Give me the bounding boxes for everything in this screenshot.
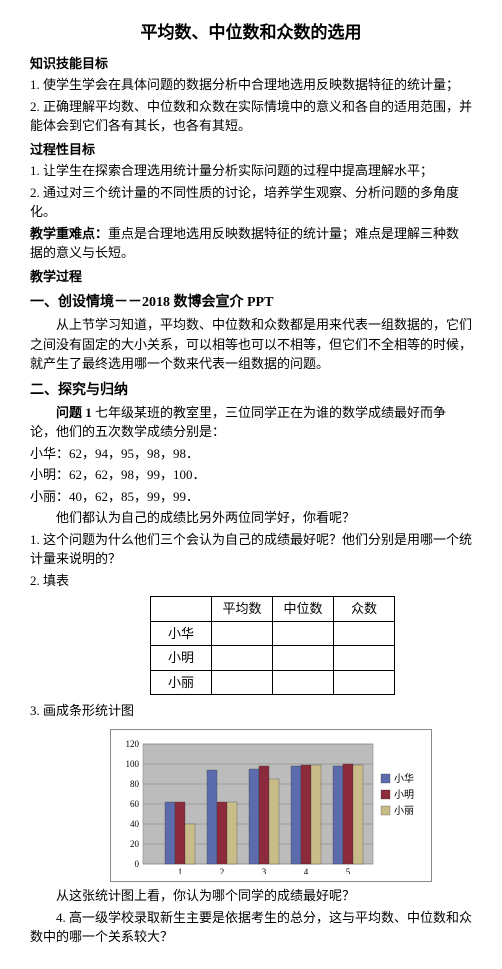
svg-text:5: 5	[346, 867, 351, 874]
table-row: 小丽	[151, 670, 395, 695]
svg-text:0: 0	[135, 859, 140, 869]
th-blank	[151, 597, 212, 622]
table-row: 小明	[151, 646, 395, 671]
gp-line2: 2. 通过对三个统计量的不同性质的讨论，培养学生观察、分析问题的多角度化。	[30, 183, 472, 222]
q1-text: 七年级某班的教室里，三位同学正在为谁的数学成绩最好而争论，他们的五次数学成绩分别…	[30, 405, 446, 440]
item3: 3. 画成条形统计图	[30, 701, 472, 721]
svg-text:1: 1	[178, 867, 183, 874]
gp-line1: 1. 让学生在探索合理选用统计量分析实际问题的过程中提高理解水平；	[30, 161, 472, 181]
th-mode: 众数	[334, 597, 395, 622]
th-mean: 平均数	[212, 597, 273, 622]
heading-situation: 一、创设情境－－2018 数博会宣介 PPT	[30, 292, 472, 313]
svg-text:3: 3	[262, 867, 267, 874]
svg-text:80: 80	[130, 779, 140, 789]
q1-label: 问题 1	[56, 405, 92, 420]
table-header-row: 平均数 中位数 众数	[151, 597, 395, 622]
kt-line1: 1. 使学生学会在具体问题的数据分析中合理地选用反映数据特征的统计量；	[30, 75, 472, 95]
svg-text:20: 20	[130, 839, 140, 849]
question4: 4. 高一级学校录取新生主要是依据考生的总分，这与平均数、中位数和众数中的哪一个…	[30, 908, 472, 947]
svg-text:小华: 小华	[394, 772, 414, 785]
item2: 2. 填表	[30, 571, 472, 591]
heading-keypoint: 教学重难点：重点是合理地选用反映数据特征的统计量；难点是理解三种数据的意义与长短…	[30, 224, 472, 263]
stats-table: 平均数 中位数 众数 小华 小明 小丽	[150, 596, 395, 695]
item1: 1. 这个问题为什么他们三个会认为自己的成绩最好呢？他们分别是用哪一个统计量来说…	[30, 530, 472, 569]
svg-text:120: 120	[126, 739, 140, 749]
keypoint-label: 教学重难点：	[30, 226, 108, 241]
heading-knowledge: 知识技能目标	[30, 54, 472, 74]
row-xiaoming: 小明	[151, 646, 212, 671]
row-xiaoli: 小丽	[151, 670, 212, 695]
th-median: 中位数	[273, 597, 334, 622]
svg-text:40: 40	[130, 819, 140, 829]
table-row: 小华	[151, 621, 395, 646]
after-chart-text: 从这张统计图上看，你认为哪个同学的成绩最好呢？	[30, 886, 472, 906]
svg-text:100: 100	[126, 759, 140, 769]
svg-text:4: 4	[304, 867, 309, 874]
intro-text: 从上节学习知道，平均数、中位数和众数都是用来代表一组数据的，它们之间没有固定的大…	[30, 315, 472, 374]
they-think: 他们都认为自己的成绩比另外两位同学好，你看呢？	[30, 508, 472, 528]
heading-explore: 二、探究与归纳	[30, 380, 472, 401]
question1: 问题 1 七年级某班的教室里，三位同学正在为谁的数学成绩最好而争论，他们的五次数…	[30, 403, 472, 442]
kt-line2: 2. 正确理解平均数、中位数和众数在实际情境中的意义和各自的适用范围，并能体会到…	[30, 97, 472, 136]
xiaoli-scores: 小丽：40，62，85，99，99．	[30, 487, 472, 507]
chart-svg: 0 20 40 60 80 100 120 1 2 3 4 5 小华小明小丽	[111, 734, 431, 874]
page-title: 平均数、中位数和众数的选用	[30, 20, 472, 46]
svg-text:2: 2	[220, 867, 225, 874]
svg-text:小丽: 小丽	[394, 805, 414, 817]
row-xiaohua: 小华	[151, 621, 212, 646]
xiaoming-scores: 小明：62，62，98，99，100．	[30, 465, 472, 485]
bar-chart: 0 20 40 60 80 100 120 1 2 3 4 5 小华小明小丽	[110, 729, 432, 883]
heading-teaching: 教学过程	[30, 267, 472, 287]
heading-process: 过程性目标	[30, 140, 472, 160]
svg-text:小明: 小明	[394, 789, 414, 801]
svg-text:60: 60	[130, 799, 140, 809]
xiaohua-scores: 小华：62，94，95，98，98．	[30, 444, 472, 464]
